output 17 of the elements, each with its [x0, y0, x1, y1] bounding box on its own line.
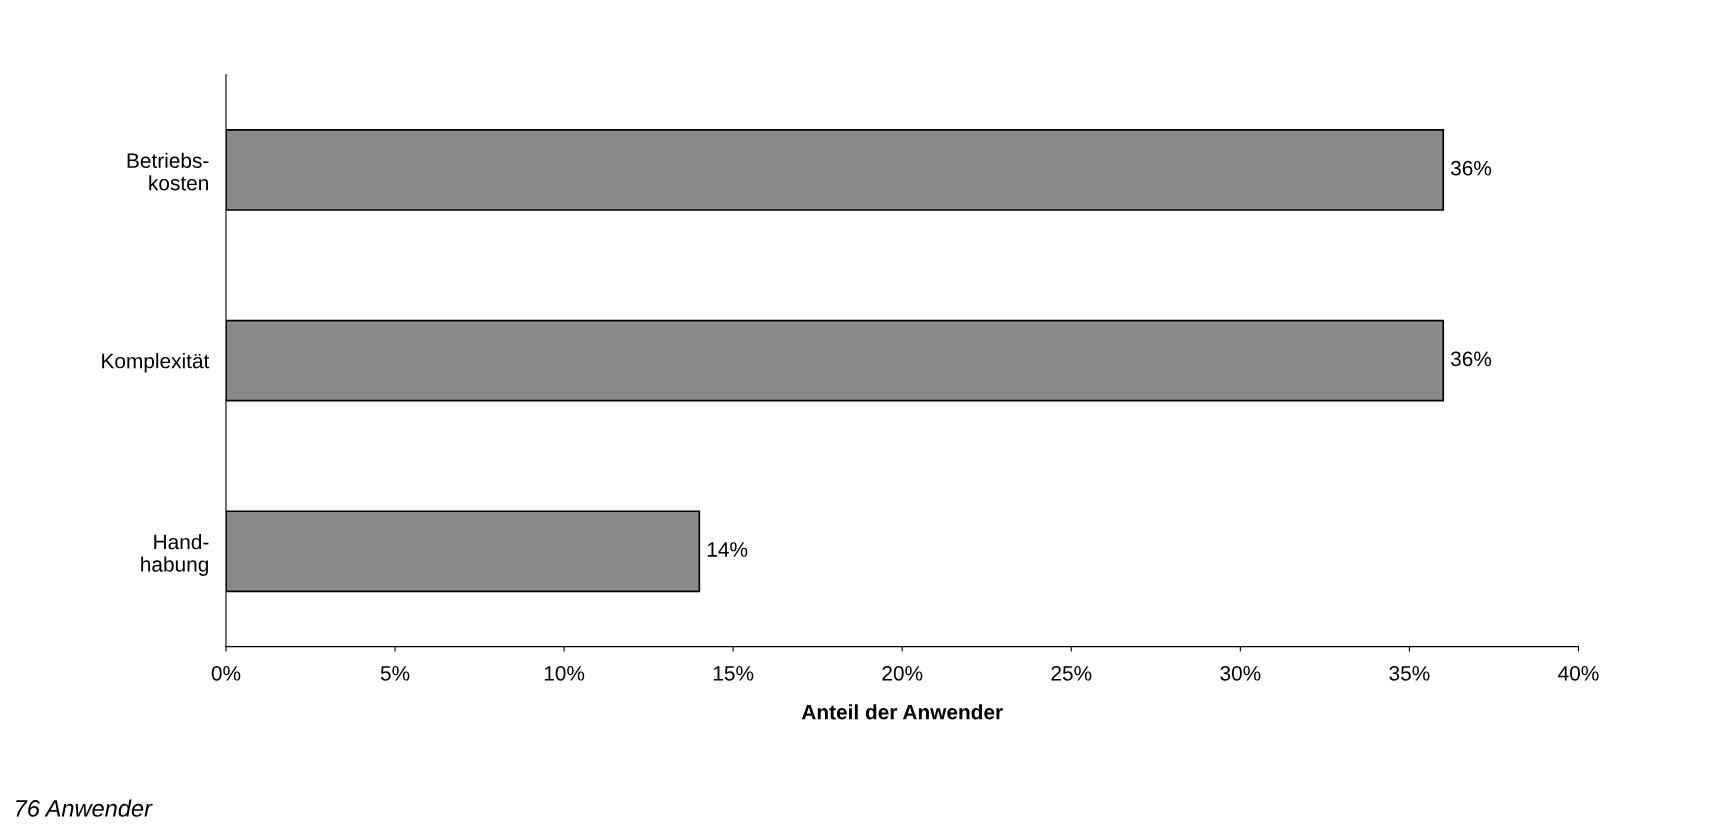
y-tick-label: Komplexität [102, 353, 210, 373]
x-tick-label: 0% [211, 665, 241, 681]
x-tick-label: 10% [544, 665, 585, 681]
x-tick-label: 35% [1389, 665, 1430, 681]
text: 76 Anwender [16, 799, 153, 817]
y-tick-label: Hand- habung [141, 534, 209, 576]
x-tick-label: 15% [713, 666, 754, 681]
data-label: 36% [1450, 351, 1492, 367]
x-tick-label: 5% [380, 666, 410, 681]
x-tick-label: 20% [882, 665, 923, 681]
y-tick-label: Betriebs- kosten [127, 152, 209, 191]
data-label: 36% [1450, 160, 1492, 176]
data-label: 14% [707, 542, 748, 557]
x-tick-label: 25% [1051, 665, 1092, 681]
x-axis-title: Anteil der Anwender [801, 704, 1003, 720]
x-tick-label: 30% [1220, 665, 1261, 681]
x-tick-label: 40% [1558, 665, 1599, 681]
